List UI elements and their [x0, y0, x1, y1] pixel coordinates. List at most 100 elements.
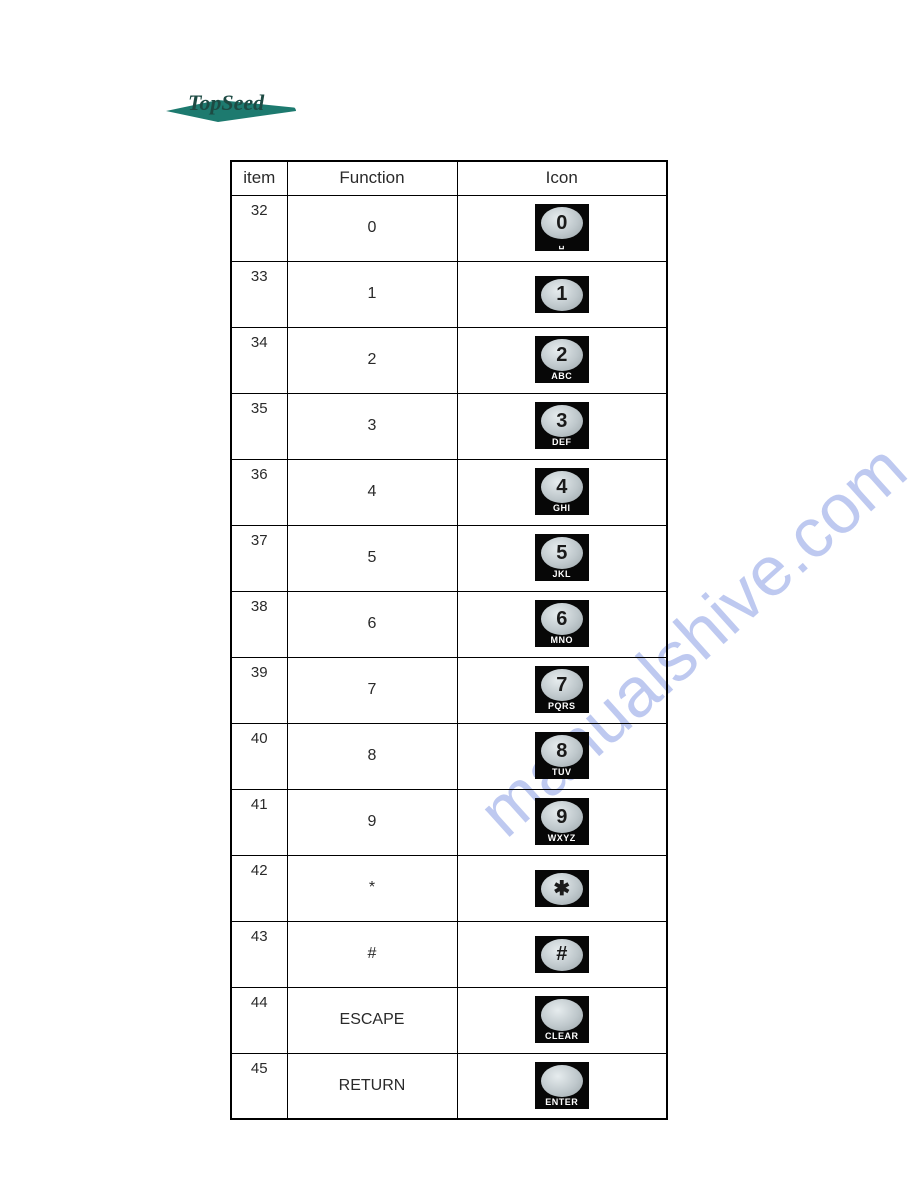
key-glyph: 4: [541, 471, 583, 503]
function-cell: 1: [287, 261, 457, 327]
table-row: 4199WXYZ: [231, 789, 667, 855]
icon-cell: 8TUV: [457, 723, 667, 789]
col-header-item: item: [231, 161, 287, 195]
key-glyph: 2: [541, 339, 583, 371]
key-glyph: 3: [541, 405, 583, 437]
key-sublabel: DEF: [541, 438, 583, 447]
function-cell: 5: [287, 525, 457, 591]
function-cell: 0: [287, 195, 457, 261]
item-cell: 40: [231, 723, 287, 789]
keypad-button-icon: #: [535, 936, 589, 973]
table-row: 44ESCAPE CLEAR: [231, 987, 667, 1053]
item-cell: 33: [231, 261, 287, 327]
keypad-button-icon: CLEAR: [535, 996, 589, 1043]
keypad-button-icon: ✱: [535, 870, 589, 907]
icon-cell: ENTER: [457, 1053, 667, 1119]
table-row: 42* ✱: [231, 855, 667, 921]
keypad-button-icon: 1: [535, 276, 589, 313]
key-glyph: 9: [541, 801, 583, 833]
item-cell: 41: [231, 789, 287, 855]
key-glyph: 7: [541, 669, 583, 701]
icon-cell: 3DEF: [457, 393, 667, 459]
icon-cell: #: [457, 921, 667, 987]
keypad-button-icon: 4GHI: [535, 468, 589, 515]
item-cell: 38: [231, 591, 287, 657]
key-glyph: 1: [541, 279, 583, 311]
keypad-button-icon: ENTER: [535, 1062, 589, 1109]
item-cell: 45: [231, 1053, 287, 1119]
item-cell: 34: [231, 327, 287, 393]
keypad-button-icon: 3DEF: [535, 402, 589, 449]
keypad-button-icon: 8TUV: [535, 732, 589, 779]
key-glyph: 6: [541, 603, 583, 635]
icon-cell: 6MNO: [457, 591, 667, 657]
icon-cell: 1: [457, 261, 667, 327]
function-cell: RETURN: [287, 1053, 457, 1119]
item-cell: 32: [231, 195, 287, 261]
col-header-function: Function: [287, 161, 457, 195]
key-sublabel: PQRS: [541, 702, 583, 711]
icon-cell: 9WXYZ: [457, 789, 667, 855]
function-cell: ESCAPE: [287, 987, 457, 1053]
icon-cell: 7PQRS: [457, 657, 667, 723]
key-glyph: 8: [541, 735, 583, 767]
function-cell: 2: [287, 327, 457, 393]
function-cell: 9: [287, 789, 457, 855]
key-sublabel: ␣: [541, 240, 583, 249]
key-sublabel: WXYZ: [541, 834, 583, 843]
keypad-button-icon: 2ABC: [535, 336, 589, 383]
table-row: 3644GHI: [231, 459, 667, 525]
keypad-button-icon: 9WXYZ: [535, 798, 589, 845]
key-sublabel: CLEAR: [541, 1032, 583, 1041]
keypad-button-icon: 0␣: [535, 204, 589, 251]
key-sublabel: JKL: [541, 570, 583, 579]
table-row: 43##: [231, 921, 667, 987]
table-row: 4088TUV: [231, 723, 667, 789]
key-glyph: [541, 1065, 583, 1097]
item-cell: 37: [231, 525, 287, 591]
icon-cell: 0␣: [457, 195, 667, 261]
keypad-button-icon: 6MNO: [535, 600, 589, 647]
icon-cell: ✱: [457, 855, 667, 921]
function-cell: *: [287, 855, 457, 921]
icon-cell: 2ABC: [457, 327, 667, 393]
brand-logo: TopSeed: [166, 88, 296, 128]
icon-cell: 4GHI: [457, 459, 667, 525]
key-sublabel: ABC: [541, 372, 583, 381]
keypad-button-icon: 7PQRS: [535, 666, 589, 713]
key-glyph: #: [541, 939, 583, 971]
item-cell: 44: [231, 987, 287, 1053]
item-cell: 39: [231, 657, 287, 723]
item-cell: 42: [231, 855, 287, 921]
key-glyph: ✱: [541, 873, 583, 905]
key-sublabel: TUV: [541, 768, 583, 777]
key-glyph: [541, 999, 583, 1031]
table-row: 3422ABC: [231, 327, 667, 393]
logo-text: TopSeed: [188, 90, 264, 116]
function-cell: 6: [287, 591, 457, 657]
col-header-icon: Icon: [457, 161, 667, 195]
table-row: 3200␣: [231, 195, 667, 261]
key-sublabel: ENTER: [541, 1098, 583, 1107]
item-cell: 36: [231, 459, 287, 525]
function-table: item Function Icon 3200␣33113422ABC3533D…: [230, 160, 668, 1120]
key-glyph: 0: [541, 207, 583, 239]
table-row: 375 5JKL: [231, 525, 667, 591]
icon-cell: CLEAR: [457, 987, 667, 1053]
function-cell: 8: [287, 723, 457, 789]
table-header-row: item Function Icon: [231, 161, 667, 195]
keypad-button-icon: 5JKL: [535, 534, 589, 581]
function-cell: 7: [287, 657, 457, 723]
table-row: 3311: [231, 261, 667, 327]
key-sublabel: GHI: [541, 504, 583, 513]
table-row: 3977PQRS: [231, 657, 667, 723]
table-row: 45RETURN ENTER: [231, 1053, 667, 1119]
icon-cell: 5JKL: [457, 525, 667, 591]
item-cell: 43: [231, 921, 287, 987]
table-row: 3866MNO: [231, 591, 667, 657]
item-cell: 35: [231, 393, 287, 459]
function-cell: 4: [287, 459, 457, 525]
function-cell: #: [287, 921, 457, 987]
key-sublabel: MNO: [541, 636, 583, 645]
table-row: 35 33DEF: [231, 393, 667, 459]
